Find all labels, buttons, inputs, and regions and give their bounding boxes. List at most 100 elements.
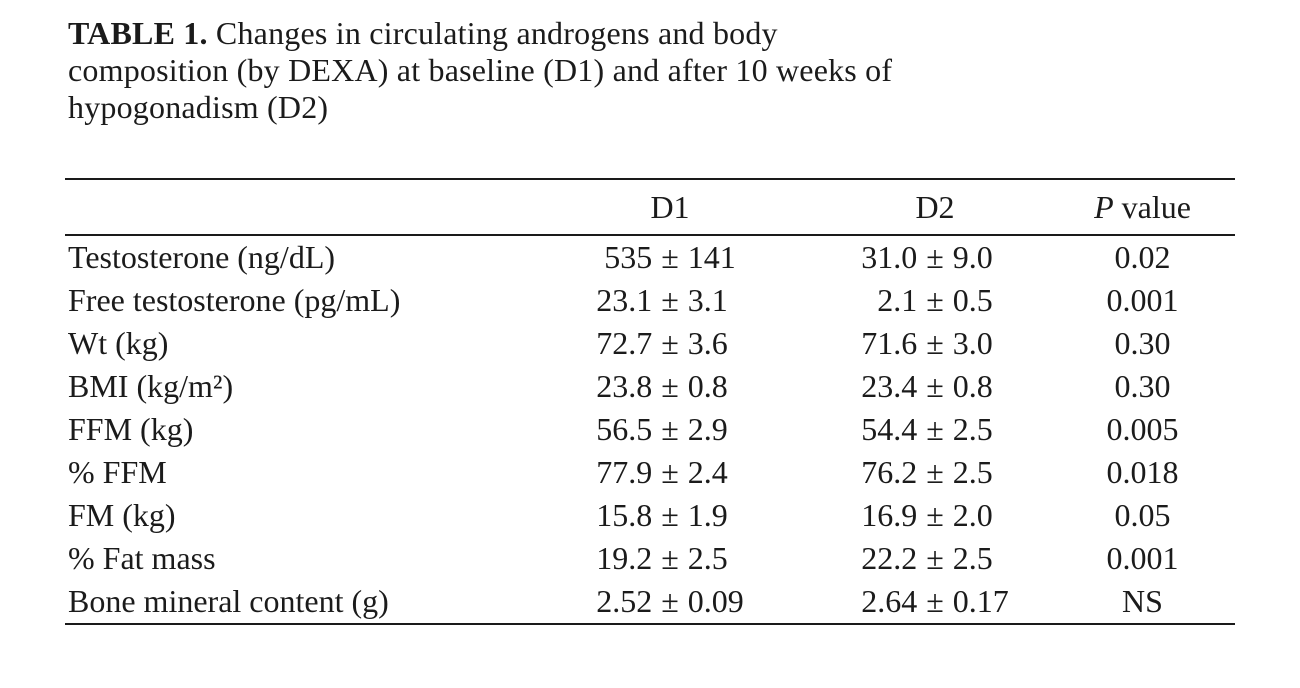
d2-value: 71.6 ±3.0 xyxy=(820,325,1050,362)
p-value: 0.05 xyxy=(1114,497,1171,533)
row-label: BMI (kg/m²) xyxy=(68,368,234,404)
header-p-italic: P xyxy=(1094,188,1114,225)
d2-value: 23.4 ±0.8 xyxy=(820,368,1050,405)
d1-value: 15.8 ±1.9 xyxy=(520,497,820,534)
p-value: 0.001 xyxy=(1106,282,1179,318)
plus-minus-sign: ± xyxy=(926,325,944,361)
plus-minus-sign: ± xyxy=(926,411,944,447)
plus-minus-sign: ± xyxy=(926,454,944,490)
plus-minus-sign: ± xyxy=(926,239,944,275)
d1-value: 2.52 ±0.09 xyxy=(520,583,820,620)
d2-value-sd: 0.17 xyxy=(952,583,1009,619)
d1-value: 19.2 ±2.5 xyxy=(520,540,820,577)
plus-minus-sign: ± xyxy=(661,540,679,576)
d2-value: 22.2 ±2.5 xyxy=(820,540,1050,577)
d2-value-mean: 31.0 xyxy=(861,239,918,275)
d2-value-sd: 9.0 xyxy=(952,239,993,275)
caption-line-1: TABLE 1. Changes in circulating androgen… xyxy=(68,15,1208,52)
p-value: 0.005 xyxy=(1106,411,1179,447)
plus-minus-sign: ± xyxy=(926,540,944,576)
d2-value: 2.64 ±0.17 xyxy=(820,583,1050,620)
d2-value: 54.4 ±2.5 xyxy=(820,411,1050,448)
p-value: 0.02 xyxy=(1114,239,1171,275)
d1-value: 56.5 ±2.9 xyxy=(520,411,820,448)
plus-minus-sign: ± xyxy=(926,583,944,619)
d2-value-mean: 16.9 xyxy=(861,497,918,533)
d2-value-sd: 2.5 xyxy=(952,411,993,447)
d1-value-mean: 23.8 xyxy=(596,368,653,404)
header-d2: D2 xyxy=(915,188,955,225)
plus-minus-sign: ± xyxy=(661,497,679,533)
plus-minus-sign: ± xyxy=(661,368,679,404)
d2-value-sd: 2.5 xyxy=(952,454,993,490)
d2-value-sd: 2.5 xyxy=(952,540,993,576)
d2-value-sd: 3.0 xyxy=(952,325,993,361)
d1-value: 535 ±141 xyxy=(520,239,820,276)
table-row: Free testosterone (pg/mL) 23.1 ±3.1 2.1 ±0.5… xyxy=(65,279,1235,322)
table-row: FFM (kg) 56.5 ±2.9 54.4 ±2.5 0.005 xyxy=(65,408,1235,451)
d2-value-mean: 2.64 xyxy=(861,583,918,619)
row-label: Bone mineral content (g) xyxy=(68,583,389,619)
p-value: NS xyxy=(1122,583,1163,619)
d1-value-mean: 77.9 xyxy=(596,454,653,490)
table-row: FM (kg) 15.8 ±1.9 16.9 ±2.0 0.05 xyxy=(65,494,1235,537)
d1-value-mean: 535 xyxy=(604,239,653,275)
d1-value-sd: 0.8 xyxy=(687,368,728,404)
row-label: Testosterone (ng/dL) xyxy=(68,239,336,275)
caption-line-3: hypogonadism (D2) xyxy=(68,89,329,125)
header-p-value: P value xyxy=(1050,189,1235,226)
plus-minus-sign: ± xyxy=(926,282,944,318)
d1-value-sd: 2.9 xyxy=(687,411,728,447)
d1-value-mean: 56.5 xyxy=(596,411,653,447)
d1-value: 77.9 ±2.4 xyxy=(520,454,820,491)
d2-value-sd: 2.0 xyxy=(952,497,993,533)
p-value: 0.001 xyxy=(1106,540,1179,576)
d2-value: 31.0 ±9.0 xyxy=(820,239,1050,276)
row-label: % Fat mass xyxy=(68,540,216,576)
row-label: % FFM xyxy=(68,454,167,490)
d2-value-sd: 0.5 xyxy=(952,282,993,318)
table-header-row: D1 D2 P value xyxy=(65,180,1235,236)
d1-value-mean: 15.8 xyxy=(596,497,653,533)
row-label: FM (kg) xyxy=(68,497,176,533)
plus-minus-sign: ± xyxy=(661,325,679,361)
d1-value: 23.1 ±3.1 xyxy=(520,282,820,319)
plus-minus-sign: ± xyxy=(926,497,944,533)
table-number-label: TABLE 1. xyxy=(68,15,208,51)
d1-value-sd: 3.1 xyxy=(687,282,728,318)
plus-minus-sign: ± xyxy=(661,454,679,490)
d1-value-mean: 72.7 xyxy=(596,325,653,361)
d2-value-mean: 22.2 xyxy=(861,540,918,576)
d2-value-mean: 23.4 xyxy=(861,368,918,404)
plus-minus-sign: ± xyxy=(661,583,679,619)
table-row: % Fat mass 19.2 ±2.5 22.2 ±2.5 0.001 xyxy=(65,537,1235,580)
p-value: 0.018 xyxy=(1106,454,1179,490)
d2-value-mean: 76.2 xyxy=(861,454,918,490)
data-table: D1 D2 P value Testosterone (ng/dL) 535 ±14… xyxy=(65,178,1235,625)
row-label: Wt (kg) xyxy=(68,325,169,361)
plus-minus-sign: ± xyxy=(661,239,679,275)
d1-value-mean: 2.52 xyxy=(596,583,653,619)
table-row: Wt (kg) 72.7 ±3.6 71.6 ±3.0 0.30 xyxy=(65,322,1235,365)
row-label: Free testosterone (pg/mL) xyxy=(68,282,401,318)
d1-value-mean: 19.2 xyxy=(596,540,653,576)
d2-value: 76.2 ±2.5 xyxy=(820,454,1050,491)
row-label: FFM (kg) xyxy=(68,411,194,447)
table-row: Testosterone (ng/dL) 535 ±141 31.0 ±9.0 0.02 xyxy=(65,236,1235,279)
d1-value-sd: 141 xyxy=(687,239,736,275)
d2-value: 2.1 ±0.5 xyxy=(820,282,1050,319)
p-value: 0.30 xyxy=(1114,368,1171,404)
table-row: % FFM 77.9 ±2.4 76.2 ±2.5 0.018 xyxy=(65,451,1235,494)
d1-value: 23.8 ±0.8 xyxy=(520,368,820,405)
plus-minus-sign: ± xyxy=(926,368,944,404)
d1-value-sd: 2.5 xyxy=(687,540,728,576)
d2-value-mean: 2.1 xyxy=(877,282,918,318)
d1-value-sd: 3.6 xyxy=(687,325,728,361)
caption-line-2: composition (by DEXA) at baseline (D1) a… xyxy=(68,52,893,88)
d2-value-mean: 54.4 xyxy=(861,411,918,447)
d1-value: 72.7 ±3.6 xyxy=(520,325,820,362)
d2-value: 16.9 ±2.0 xyxy=(820,497,1050,534)
d2-value-mean: 71.6 xyxy=(861,325,918,361)
table-caption: TABLE 1. Changes in circulating androgen… xyxy=(68,15,1208,126)
